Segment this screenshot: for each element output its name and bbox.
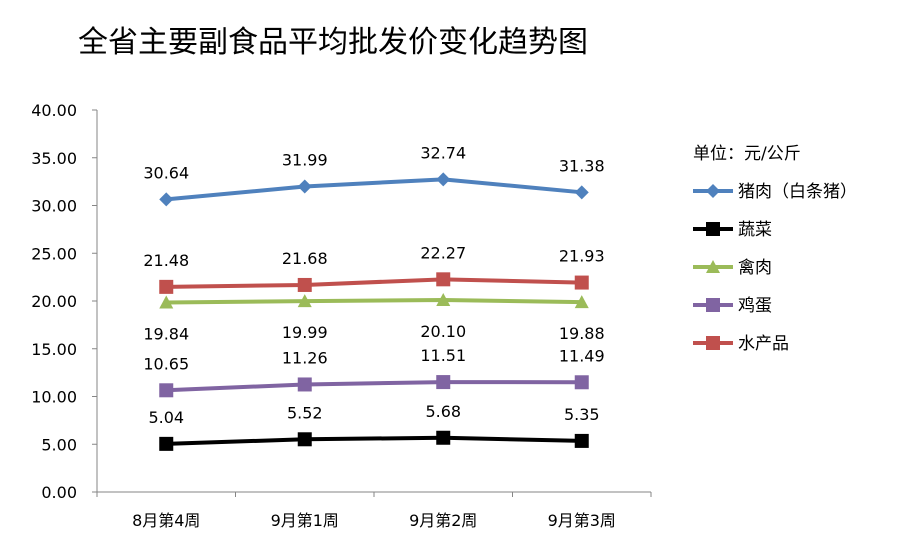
- data-label: 22.27: [420, 243, 466, 262]
- legend-marker: [706, 298, 720, 312]
- data-point: [436, 375, 451, 390]
- data-label: 5.35: [564, 405, 600, 424]
- data-point: [436, 430, 451, 445]
- unit-label: 单位：元/公斤: [693, 144, 801, 164]
- data-point: [436, 172, 451, 187]
- data-point: [574, 295, 589, 309]
- data-label: 21.93: [559, 247, 605, 266]
- legend-item: 禽肉: [693, 258, 772, 278]
- x-tick-label: 9月第2周: [409, 511, 477, 530]
- data-label: 11.51: [420, 346, 466, 365]
- data-point: [159, 192, 174, 207]
- series-line: [164, 277, 584, 289]
- data-point: [574, 375, 589, 390]
- data-label: 21.48: [143, 251, 189, 270]
- data-label: 19.84: [143, 325, 189, 344]
- series-line: [164, 177, 584, 202]
- data-point: [159, 436, 174, 451]
- series-3: [159, 375, 589, 398]
- legend-marker: [706, 336, 720, 350]
- y-tick-label: 35.00: [31, 149, 77, 168]
- data-point: [297, 277, 312, 292]
- legend-label: 水产品: [738, 334, 789, 354]
- data-point: [159, 383, 174, 398]
- x-tick-label: 8月第4周: [132, 511, 200, 530]
- data-point: [574, 433, 589, 448]
- chart-title: 全省主要副食品平均批发价变化趋势图: [78, 25, 588, 60]
- y-tick-label: 15.00: [31, 340, 77, 359]
- data-label: 5.68: [425, 402, 461, 421]
- data-label: 21.68: [282, 249, 328, 268]
- legend-label: 蔬菜: [738, 220, 772, 240]
- y-tick-label: 10.00: [31, 388, 77, 407]
- data-label: 5.52: [287, 403, 323, 422]
- x-tick-label: 9月第3周: [548, 511, 616, 530]
- data-label: 11.26: [282, 348, 328, 367]
- data-point: [436, 293, 451, 307]
- data-point: [297, 294, 312, 308]
- legend-label: 禽肉: [738, 258, 772, 278]
- data-label: 31.99: [282, 150, 328, 169]
- legend-marker: [706, 260, 720, 273]
- data-point: [574, 185, 589, 200]
- legend-item: 猪肉（白条猪）: [693, 182, 857, 202]
- x-tick-label: 9月第1周: [271, 511, 339, 530]
- series-1: [159, 430, 589, 451]
- data-label: 31.38: [559, 156, 605, 175]
- legend-label: 猪肉（白条猪）: [738, 182, 857, 202]
- data-label: 19.99: [282, 323, 328, 342]
- legend-label: 鸡蛋: [738, 296, 772, 316]
- series-4: [159, 272, 589, 294]
- data-label: 11.49: [559, 346, 605, 365]
- legend-item: 水产品: [693, 334, 789, 354]
- series-2: [159, 293, 589, 309]
- data-point: [159, 295, 174, 309]
- data-labels: 30.64 31.99 32.74 31.38 5.04 5.52 5.68 5.35 19.8…: [143, 143, 604, 427]
- data-label: 30.64: [143, 163, 189, 182]
- data-label: 10.65: [143, 354, 189, 373]
- series-0: [159, 172, 589, 207]
- data-label: 32.74: [420, 143, 466, 162]
- y-tick-label: 25.00: [31, 244, 77, 263]
- data-label: 19.88: [559, 324, 605, 343]
- y-tick-label: 40.00: [31, 101, 77, 120]
- legend-item: 蔬菜: [693, 220, 772, 240]
- y-tick-label: 20.00: [31, 292, 77, 311]
- data-label: 5.04: [148, 408, 184, 427]
- data-point: [574, 275, 589, 290]
- series-line: [164, 380, 584, 393]
- data-label: 20.10: [420, 322, 466, 341]
- data-point: [297, 179, 312, 194]
- legend-item: 鸡蛋: [693, 296, 772, 316]
- series-line: [164, 298, 584, 305]
- series-layer: [159, 172, 589, 451]
- legend-marker: [706, 184, 720, 198]
- series-line: [164, 435, 584, 446]
- data-point: [436, 272, 451, 287]
- data-point: [159, 279, 174, 294]
- y-tick-label: 0.00: [41, 483, 77, 502]
- y-tick-label: 5.00: [41, 435, 77, 454]
- axes: 0.00 5.00 10.00 15.00 20.00 25.00 30.00 35.00 40…: [31, 101, 652, 530]
- y-tick-label: 30.00: [31, 197, 77, 216]
- legend-marker: [706, 222, 720, 236]
- data-point: [297, 432, 312, 447]
- data-point: [297, 377, 312, 392]
